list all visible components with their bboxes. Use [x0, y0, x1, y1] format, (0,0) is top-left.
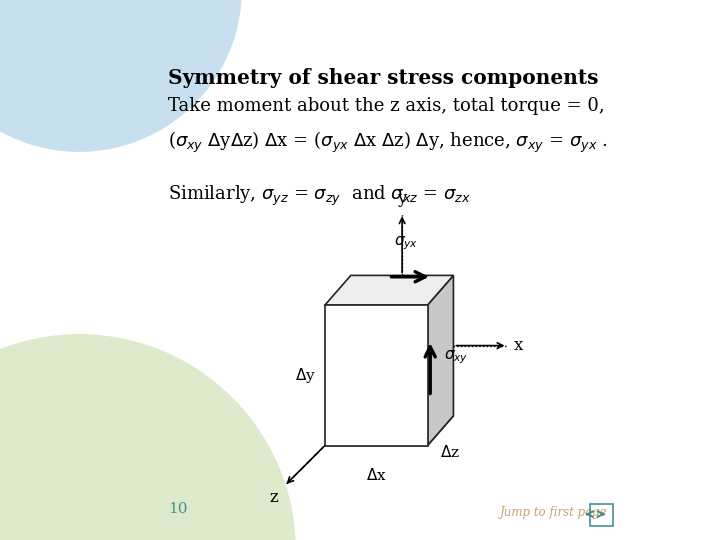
Bar [590, 504, 613, 526]
Text: ($\sigma_{xy}$ $\Delta$y$\Delta$z) $\Delta$x = ($\sigma_{yx}$ $\Delta$x $\Delta$: ($\sigma_{xy}$ $\Delta$y$\Delta$z) $\Del… [168, 130, 608, 155]
Text: Take moment about the z axis, total torque = 0,: Take moment about the z axis, total torq… [168, 97, 605, 115]
Text: Jump to first page: Jump to first page [500, 507, 608, 519]
Circle shape [0, 335, 295, 540]
Circle shape [0, 0, 241, 151]
Polygon shape [325, 416, 454, 446]
Polygon shape [325, 275, 454, 305]
Text: $\Delta$z: $\Delta$z [440, 444, 460, 460]
Text: x: x [514, 337, 523, 354]
Polygon shape [428, 275, 454, 445]
Text: y: y [397, 190, 407, 207]
Text: 10: 10 [168, 502, 188, 516]
Polygon shape [325, 305, 428, 446]
Text: $\Delta$x: $\Delta$x [366, 467, 387, 483]
Text: $\sigma_{yx}$: $\sigma_{yx}$ [395, 235, 418, 252]
Text: z: z [269, 489, 278, 505]
Text: Symmetry of shear stress components: Symmetry of shear stress components [168, 68, 599, 87]
Text: $\Delta$y: $\Delta$y [295, 366, 317, 385]
Text: $\sigma_{xy}$: $\sigma_{xy}$ [444, 349, 468, 366]
Text: Similarly, $\sigma_{yz}$ = $\sigma_{zy}$  and $\sigma_{xz}$ = $\sigma_{zx}$: Similarly, $\sigma_{yz}$ = $\sigma_{zy}$… [168, 184, 472, 208]
